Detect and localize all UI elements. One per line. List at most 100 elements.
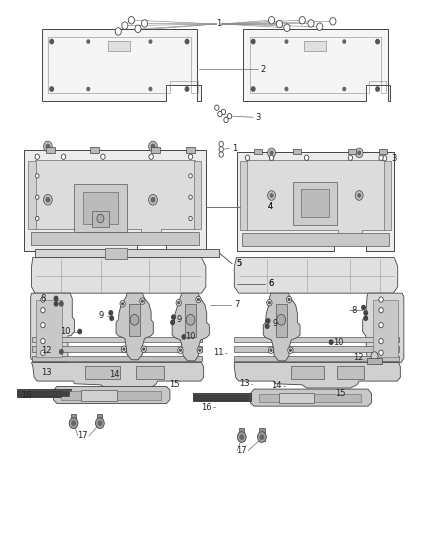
Text: 15: 15: [336, 389, 346, 398]
Text: 7: 7: [234, 301, 239, 309]
Bar: [379, 149, 387, 154]
Circle shape: [317, 23, 323, 30]
Circle shape: [288, 298, 290, 301]
Bar: [74, 184, 127, 232]
Polygon shape: [31, 293, 74, 362]
Circle shape: [87, 40, 89, 43]
Circle shape: [189, 195, 192, 199]
Circle shape: [72, 421, 75, 425]
Circle shape: [276, 20, 283, 28]
Circle shape: [270, 151, 273, 155]
Circle shape: [371, 352, 378, 360]
Circle shape: [358, 151, 360, 155]
Circle shape: [189, 216, 192, 221]
Circle shape: [95, 418, 104, 429]
Circle shape: [329, 340, 333, 344]
Bar: [90, 147, 99, 153]
Bar: [151, 147, 160, 153]
Circle shape: [308, 20, 314, 27]
Bar: [367, 358, 382, 364]
Text: 2: 2: [260, 65, 265, 74]
Text: 3: 3: [392, 154, 397, 163]
Circle shape: [219, 141, 223, 147]
Bar: [28, 161, 36, 229]
Circle shape: [54, 296, 58, 301]
Circle shape: [221, 109, 226, 115]
Circle shape: [197, 347, 202, 353]
Bar: [239, 428, 244, 441]
Circle shape: [46, 198, 49, 202]
Circle shape: [376, 87, 379, 91]
Text: 16: 16: [201, 403, 212, 411]
Circle shape: [265, 324, 269, 328]
Bar: [259, 428, 265, 441]
Circle shape: [198, 298, 199, 301]
Circle shape: [189, 174, 192, 178]
Circle shape: [364, 311, 367, 315]
Circle shape: [268, 17, 275, 24]
Polygon shape: [17, 389, 71, 397]
Circle shape: [343, 87, 346, 91]
Bar: [301, 189, 329, 217]
Text: 3: 3: [256, 113, 261, 122]
Circle shape: [379, 350, 383, 356]
Circle shape: [69, 418, 78, 429]
Text: 17: 17: [77, 432, 88, 440]
Polygon shape: [263, 293, 300, 361]
Circle shape: [218, 111, 222, 117]
Circle shape: [60, 350, 63, 354]
Text: 13: 13: [239, 379, 250, 388]
Circle shape: [227, 114, 232, 119]
Polygon shape: [32, 362, 204, 388]
Circle shape: [123, 348, 125, 350]
Polygon shape: [246, 160, 385, 237]
Bar: [279, 393, 314, 403]
Polygon shape: [42, 29, 201, 101]
Bar: [276, 304, 287, 337]
Bar: [92, 211, 109, 227]
Text: 12: 12: [353, 353, 364, 361]
Text: 9: 9: [176, 316, 181, 324]
Circle shape: [35, 195, 39, 199]
Circle shape: [41, 338, 45, 344]
Text: 10: 10: [185, 333, 196, 341]
Text: 8: 8: [351, 306, 357, 314]
Text: 8: 8: [40, 294, 46, 303]
Circle shape: [277, 314, 286, 325]
Circle shape: [121, 346, 127, 352]
Bar: [337, 366, 364, 379]
Text: 9: 9: [99, 311, 104, 320]
Circle shape: [362, 305, 365, 310]
Circle shape: [54, 302, 58, 306]
Circle shape: [251, 87, 255, 91]
Polygon shape: [243, 29, 390, 101]
Circle shape: [61, 154, 66, 159]
Circle shape: [130, 314, 139, 325]
Bar: [240, 161, 247, 230]
Text: 6: 6: [269, 279, 274, 288]
Circle shape: [224, 117, 228, 123]
Bar: [234, 346, 399, 352]
Circle shape: [188, 154, 193, 159]
Circle shape: [219, 147, 223, 152]
Circle shape: [268, 302, 270, 304]
Circle shape: [148, 141, 157, 152]
Bar: [31, 232, 199, 245]
Circle shape: [266, 319, 270, 323]
Circle shape: [186, 314, 195, 325]
Bar: [35, 249, 219, 257]
Circle shape: [182, 335, 186, 339]
Polygon shape: [251, 389, 371, 406]
Circle shape: [135, 25, 141, 33]
Circle shape: [141, 20, 148, 27]
Circle shape: [109, 311, 113, 315]
Circle shape: [355, 191, 363, 200]
Text: 10: 10: [333, 338, 343, 346]
Text: 16: 16: [21, 391, 32, 400]
Text: 1: 1: [216, 20, 222, 28]
Circle shape: [299, 17, 305, 24]
Circle shape: [98, 421, 102, 425]
Circle shape: [35, 216, 39, 221]
Polygon shape: [32, 257, 206, 293]
Circle shape: [355, 148, 363, 158]
